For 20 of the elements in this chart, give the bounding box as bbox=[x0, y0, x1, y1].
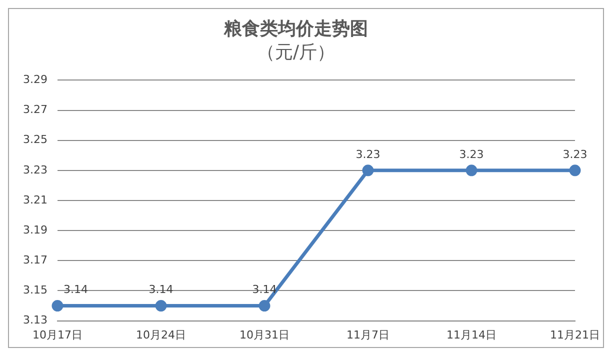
y-tick-label: 3.29 bbox=[22, 73, 48, 86]
y-tick-label: 3.27 bbox=[22, 103, 48, 116]
chart-title: 粮食类均价走势图 bbox=[223, 18, 368, 40]
data-label: 3.23 bbox=[356, 148, 380, 161]
y-tick-label: 3.21 bbox=[22, 193, 48, 206]
y-tick-label: 3.15 bbox=[22, 284, 48, 297]
x-tick-label: 11月21日 bbox=[550, 328, 600, 342]
x-tick-label: 10月24日 bbox=[136, 328, 186, 342]
x-tick-label: 11月7日 bbox=[346, 328, 390, 342]
y-tick-label: 3.17 bbox=[22, 254, 48, 267]
y-tick-label: 3.19 bbox=[22, 223, 48, 236]
x-tick-label: 10月31日 bbox=[239, 328, 290, 342]
chart-subtitle: （元/斤） bbox=[256, 42, 336, 64]
x-tick-label: 10月17日 bbox=[32, 328, 82, 342]
y-tick-label: 3.23 bbox=[22, 163, 48, 176]
data-label: 3.23 bbox=[459, 148, 484, 161]
data-label: 3.23 bbox=[562, 148, 588, 161]
x-tick-label: 11月14日 bbox=[446, 328, 496, 342]
y-tick-label: 3.13 bbox=[22, 314, 48, 327]
y-tick-label: 3.25 bbox=[22, 133, 48, 146]
